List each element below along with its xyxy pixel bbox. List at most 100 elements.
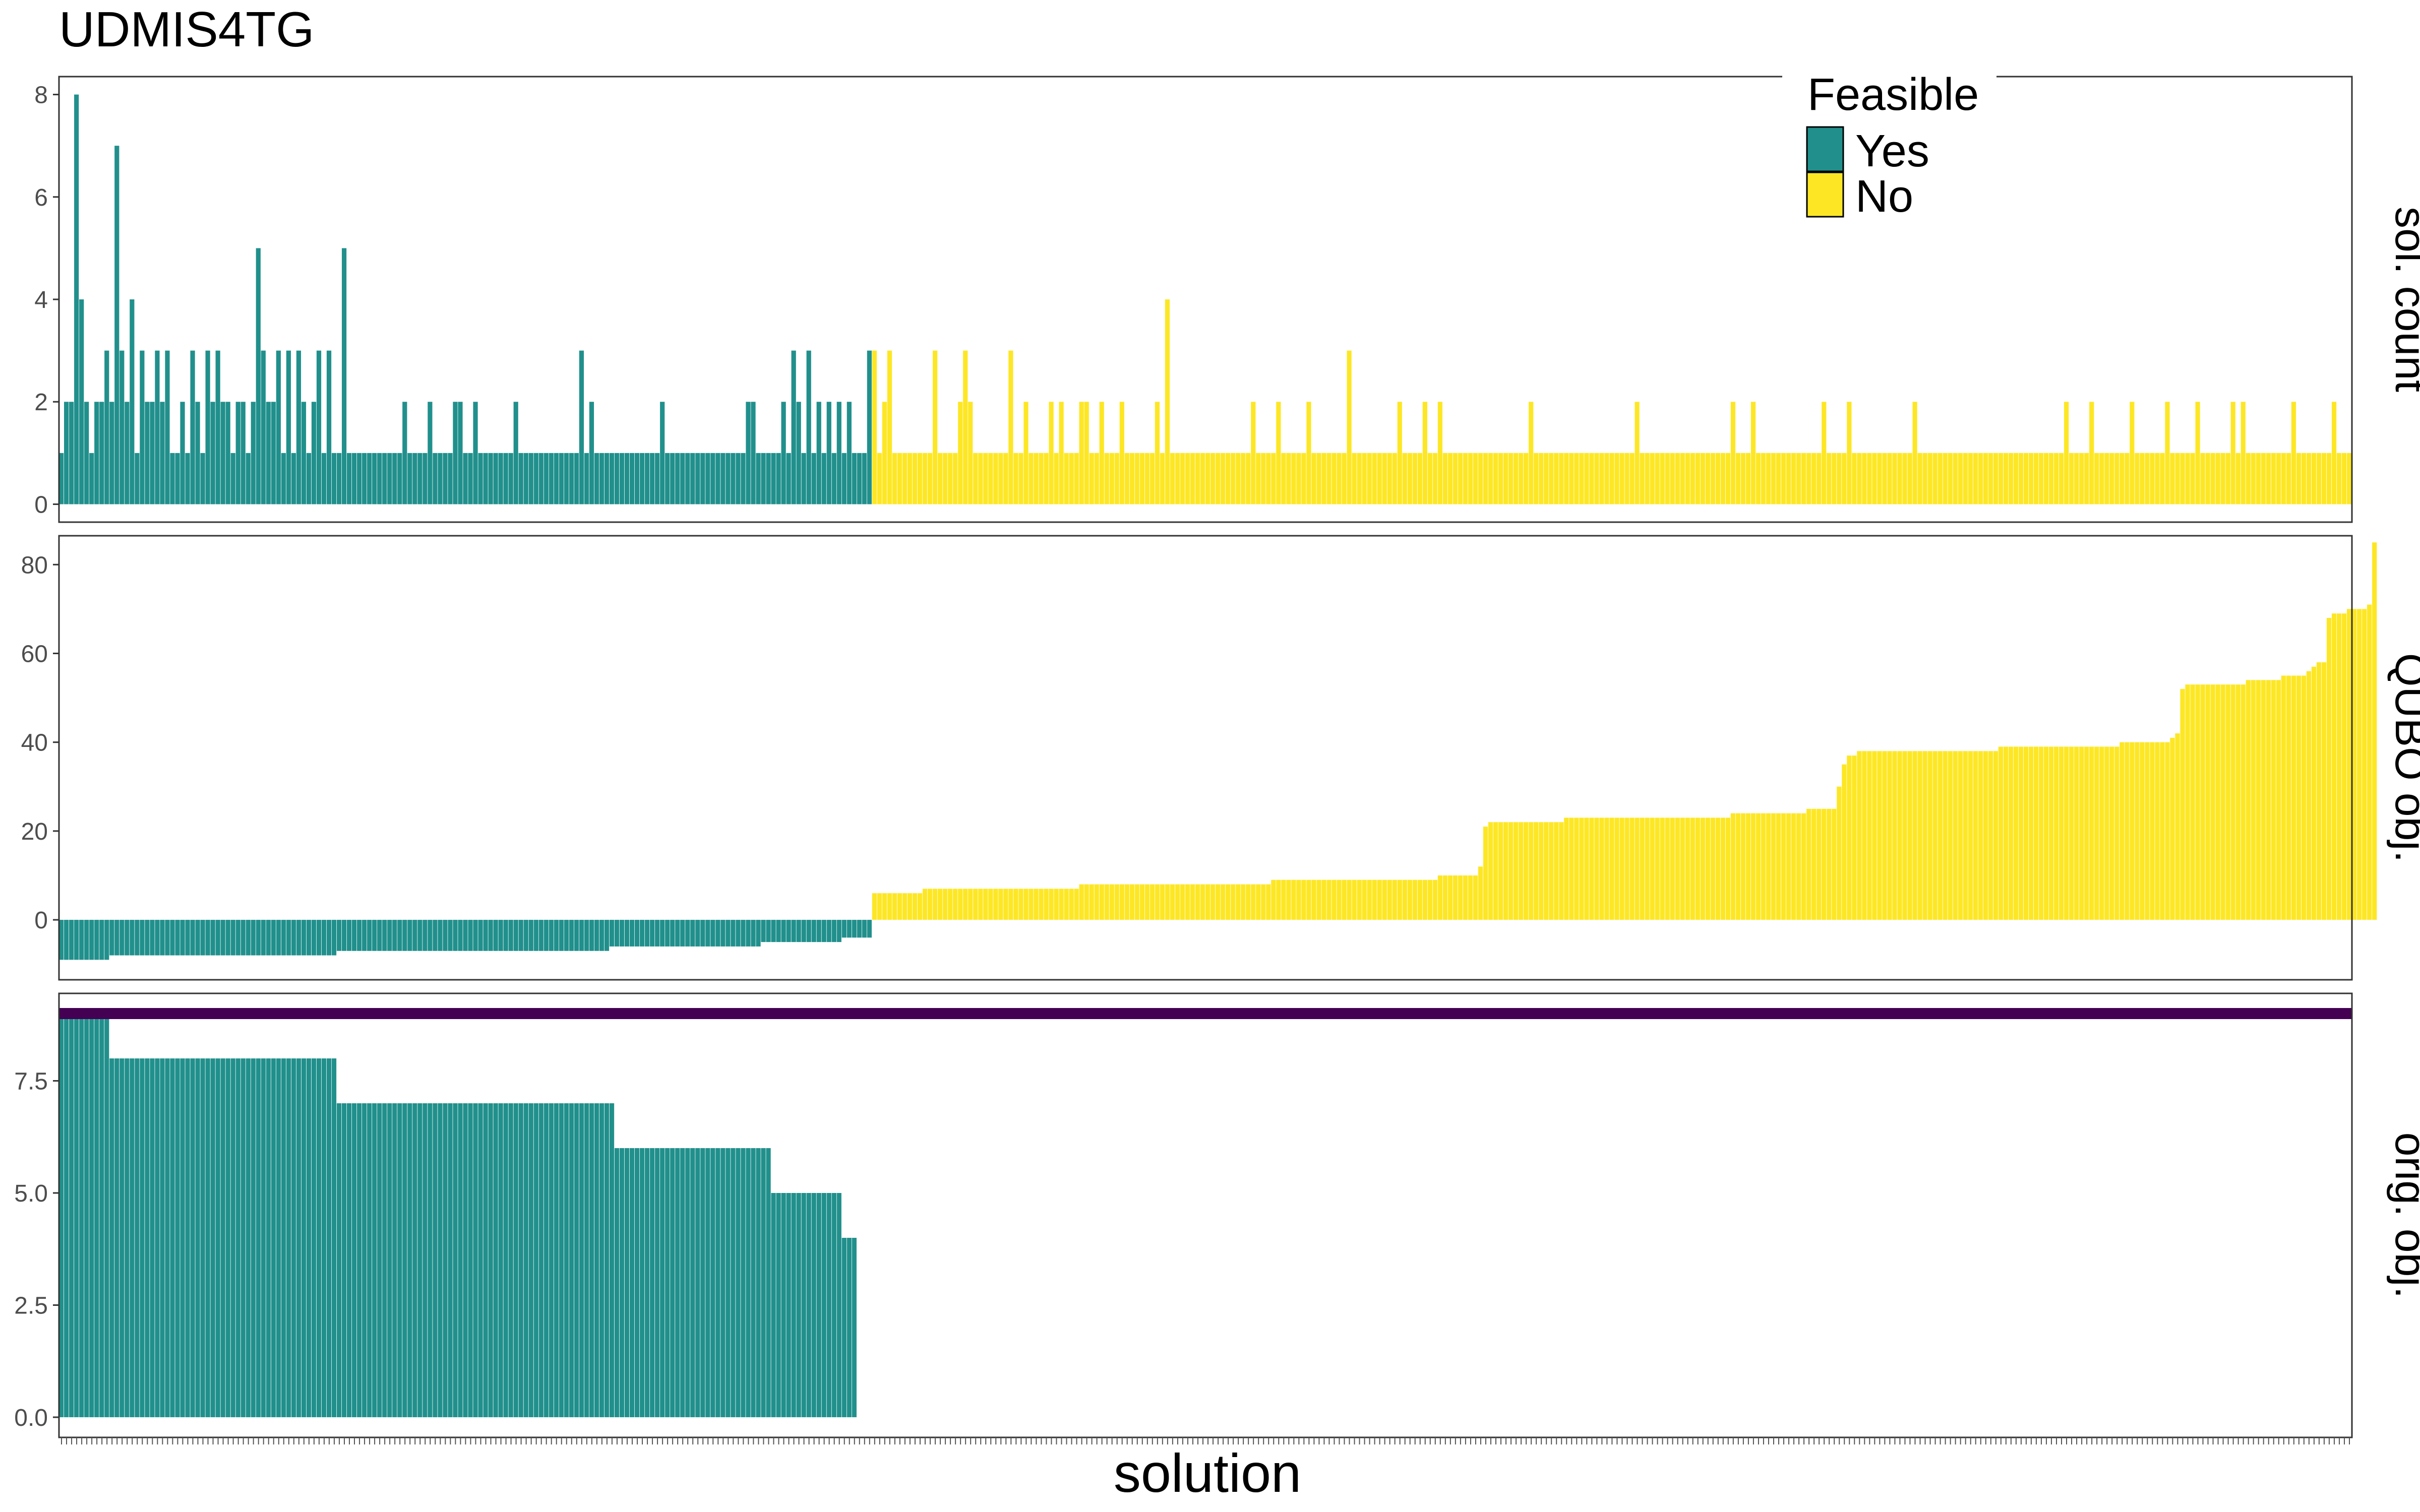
infeasible-bar bbox=[1599, 817, 1604, 920]
infeasible-bar bbox=[1907, 453, 1912, 505]
infeasible-bar bbox=[1503, 822, 1508, 920]
infeasible-bar bbox=[1750, 402, 1756, 505]
feasible-bar bbox=[746, 402, 751, 505]
infeasible-bar bbox=[1968, 751, 1973, 920]
infeasible-bar bbox=[872, 350, 877, 505]
feasible-bar bbox=[276, 920, 281, 956]
infeasible-bar bbox=[2326, 617, 2332, 920]
feasible-bar bbox=[281, 920, 286, 956]
infeasible-bar bbox=[1175, 884, 1180, 920]
feasible-bar bbox=[357, 453, 362, 505]
infeasible-bar bbox=[1609, 453, 1614, 505]
infeasible-bar bbox=[1983, 751, 1988, 920]
infeasible-bar bbox=[1817, 808, 1822, 920]
feasible-bar bbox=[771, 1193, 776, 1417]
feasible-bar bbox=[640, 920, 645, 947]
feasible-bar bbox=[306, 920, 312, 956]
feasible-bar bbox=[650, 920, 655, 947]
feasible-bar bbox=[538, 920, 543, 951]
feasible-bar bbox=[806, 1193, 811, 1417]
feasible-bar bbox=[130, 920, 135, 956]
feasible-bar bbox=[220, 402, 225, 505]
feasible-bar bbox=[438, 453, 443, 505]
infeasible-bar bbox=[963, 350, 968, 505]
infeasible-bar bbox=[2013, 453, 2019, 505]
infeasible-bar bbox=[1685, 453, 1690, 505]
feasible-bar bbox=[109, 402, 114, 505]
infeasible-bar bbox=[1291, 879, 1296, 920]
infeasible-bar bbox=[943, 889, 948, 920]
feasible-bar bbox=[125, 1058, 130, 1417]
infeasible-bar bbox=[1044, 453, 1049, 505]
feasible-bar bbox=[741, 453, 746, 505]
feasible-bar bbox=[301, 1058, 307, 1417]
infeasible-bar bbox=[1453, 453, 1458, 505]
infeasible-bar bbox=[1745, 813, 1751, 920]
infeasible-bar bbox=[1044, 889, 1049, 920]
infeasible-bar bbox=[1665, 817, 1670, 920]
infeasible-bar bbox=[1347, 879, 1352, 920]
panel-border bbox=[58, 535, 2353, 981]
infeasible-bar bbox=[2008, 453, 2014, 505]
infeasible-bar bbox=[1321, 453, 1326, 505]
feasible-bar bbox=[791, 920, 796, 942]
infeasible-bar bbox=[1756, 453, 1761, 505]
infeasible-bar bbox=[1534, 822, 1539, 920]
infeasible-bar bbox=[1039, 889, 1044, 920]
infeasible-bar bbox=[2089, 402, 2094, 505]
infeasible-bar bbox=[1216, 884, 1221, 920]
infeasible-bar bbox=[2104, 746, 2109, 920]
infeasible-bar bbox=[1352, 879, 1357, 920]
infeasible-bar bbox=[2367, 604, 2372, 920]
feasible-bar bbox=[831, 1193, 836, 1417]
feasible-bar bbox=[246, 453, 251, 505]
feasible-bar bbox=[816, 402, 821, 505]
feasible-bar bbox=[715, 920, 720, 947]
infeasible-bar bbox=[2038, 453, 2044, 505]
infeasible-bar bbox=[1690, 453, 1695, 505]
infeasible-bar bbox=[1837, 786, 1842, 920]
infeasible-bar bbox=[1549, 822, 1554, 920]
infeasible-bar bbox=[2059, 746, 2064, 920]
feasible-bar bbox=[564, 453, 569, 505]
infeasible-bar bbox=[2185, 684, 2190, 920]
feasible-bar bbox=[59, 453, 64, 505]
feasible-bar bbox=[246, 1058, 251, 1417]
infeasible-bar bbox=[1124, 884, 1129, 920]
infeasible-bar bbox=[1725, 453, 1731, 505]
infeasible-bar bbox=[1862, 751, 1867, 920]
infeasible-bar bbox=[923, 889, 928, 920]
feasible-bar bbox=[518, 1103, 523, 1417]
feasible-bar bbox=[523, 1103, 528, 1417]
feasible-bar bbox=[549, 1103, 554, 1417]
feasible-bar bbox=[543, 453, 549, 505]
infeasible-bar bbox=[1574, 817, 1579, 920]
infeasible-bar bbox=[1680, 453, 1685, 505]
infeasible-bar bbox=[1519, 822, 1524, 920]
infeasible-bar bbox=[2114, 453, 2120, 505]
infeasible-bar bbox=[1740, 813, 1746, 920]
infeasible-bar bbox=[2135, 453, 2140, 505]
feasible-bar bbox=[594, 453, 599, 505]
infeasible-bar bbox=[1226, 453, 1231, 505]
infeasible-bar bbox=[1064, 453, 1069, 505]
infeasible-bar bbox=[1437, 875, 1443, 920]
infeasible-bar bbox=[1084, 402, 1089, 505]
infeasible-bar bbox=[1705, 817, 1710, 920]
feasible-bar bbox=[316, 1058, 322, 1417]
feasible-bar bbox=[498, 920, 503, 951]
feasible-bar bbox=[670, 1148, 675, 1417]
feasible-bar bbox=[609, 920, 615, 947]
feasible-bar bbox=[392, 1103, 397, 1417]
infeasible-bar bbox=[1458, 875, 1463, 920]
feasible-bar bbox=[533, 453, 538, 505]
infeasible-bar bbox=[1837, 453, 1842, 505]
infeasible-bar bbox=[1569, 453, 1574, 505]
infeasible-bar bbox=[2220, 453, 2225, 505]
feasible-bar bbox=[831, 920, 836, 942]
feasible-bar bbox=[771, 453, 776, 505]
infeasible-bar bbox=[948, 889, 953, 920]
infeasible-bar bbox=[2094, 746, 2099, 920]
infeasible-bar bbox=[1089, 453, 1094, 505]
feasible-bar bbox=[836, 1193, 841, 1417]
